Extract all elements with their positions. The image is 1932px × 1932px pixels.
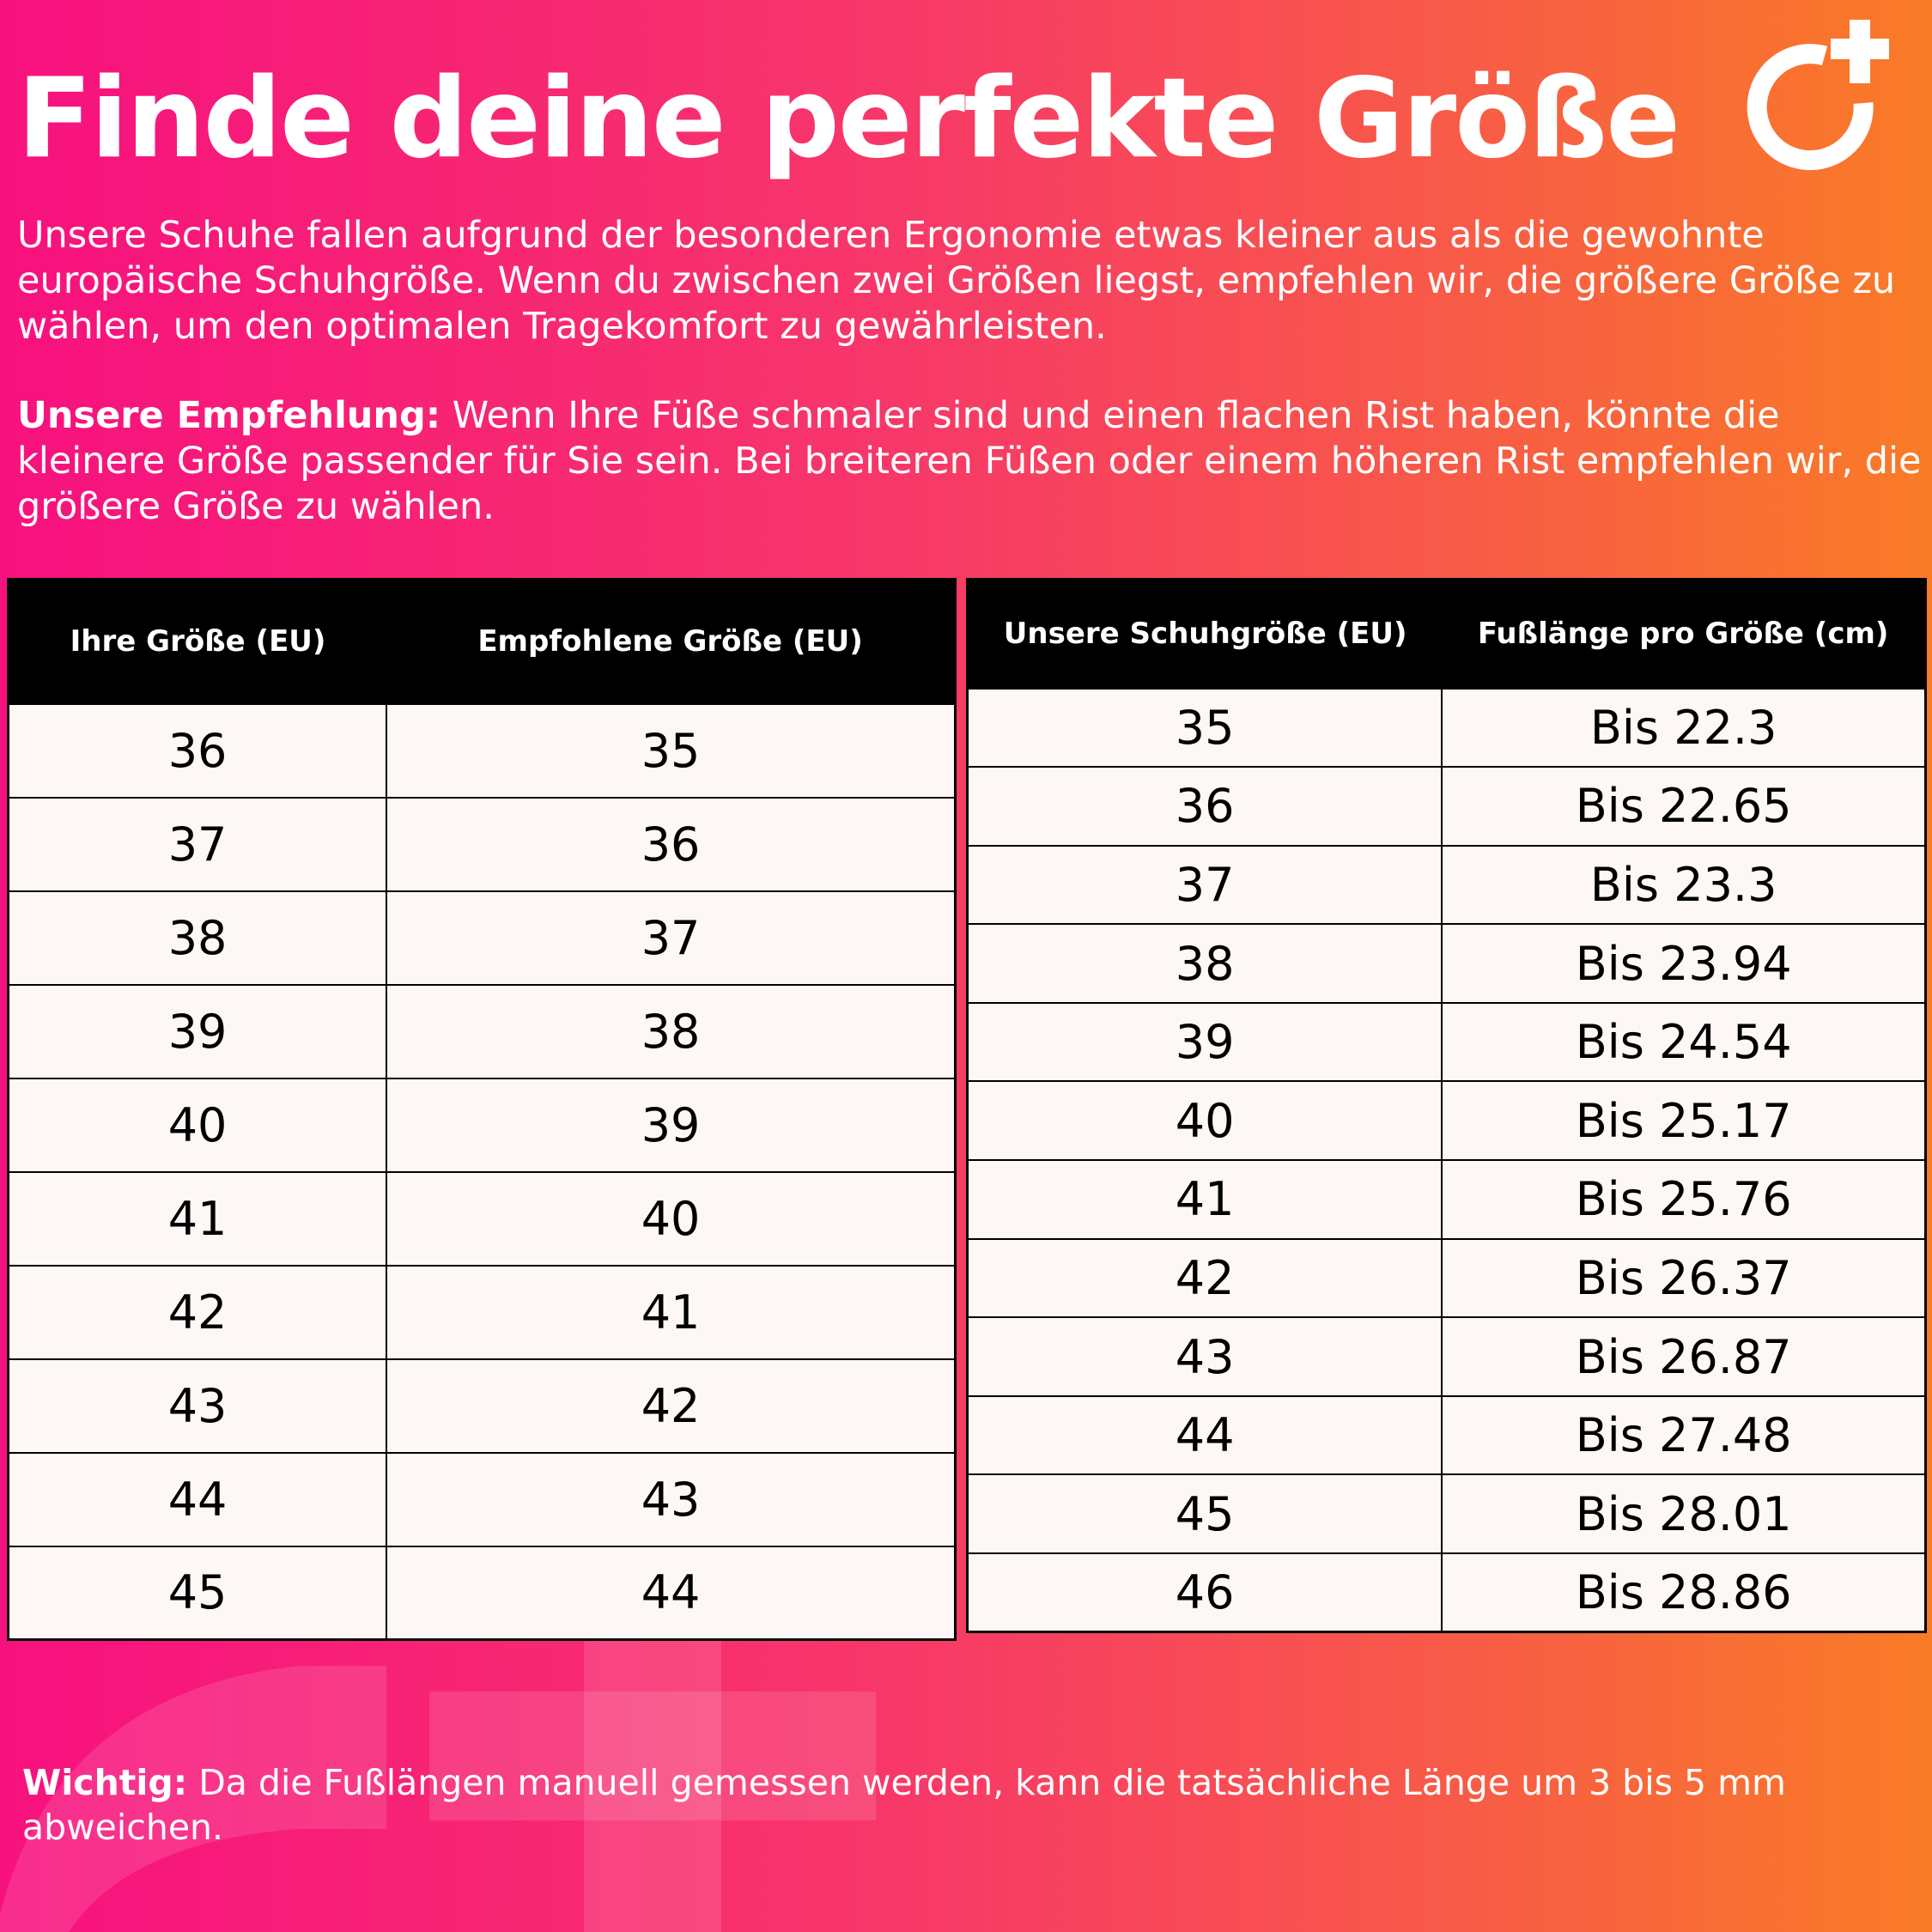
table-row: 39 Bis 24.54	[966, 1001, 1927, 1083]
table-cell: 44	[7, 1451, 388, 1547]
table-cell: 46	[966, 1552, 1443, 1633]
table-row: 45 44	[7, 1545, 957, 1641]
table-cell: 40	[386, 1170, 957, 1267]
table-cell: 45	[7, 1545, 388, 1641]
table-cell: 38	[386, 983, 957, 1079]
table-cell: 44	[966, 1394, 1443, 1476]
table-cell: Bis 23.3	[1441, 844, 1927, 926]
table-row: 44 43	[7, 1451, 957, 1547]
recommendation-text: Unsere Empfehlung: Wenn Ihre Füße schmal…	[17, 393, 1923, 530]
table-cell: 40	[7, 1077, 388, 1173]
table-cell: 43	[966, 1316, 1443, 1397]
table-row: 36 35	[7, 702, 957, 799]
table-row: 36 Bis 22.65	[966, 766, 1927, 847]
note-body: Da die Fußlängen manuell gemessen werden…	[22, 1762, 1786, 1848]
table-cell: Bis 27.48	[1441, 1394, 1927, 1476]
intro-text: Unsere Schuhe fallen aufgrund der besond…	[17, 214, 1896, 348]
note-label: Wichtig:	[22, 1762, 188, 1803]
table-row: 43 Bis 26.87	[966, 1316, 1927, 1397]
table-row: 42 41	[7, 1264, 957, 1360]
table-cell: 35	[966, 687, 1443, 769]
table-cell: 37	[7, 796, 388, 892]
table-cell: Bis 23.94	[1441, 923, 1927, 1004]
table-cell: 39	[386, 1077, 957, 1173]
table-row: 42 Bis 26.37	[966, 1237, 1927, 1319]
table-cell: 43	[7, 1358, 388, 1454]
table-cell: Bis 28.86	[1441, 1552, 1927, 1633]
table-cell: 41	[7, 1170, 388, 1267]
column-header: Ihre Größe (EU)	[8, 579, 387, 704]
table-row: 40 39	[7, 1077, 957, 1173]
table-cell: 40	[966, 1080, 1443, 1162]
table-row: 41 40	[7, 1170, 957, 1267]
table-row: 38 Bis 23.94	[966, 923, 1927, 1004]
table-cell: Bis 22.3	[1441, 687, 1927, 769]
table-cell: 42	[966, 1237, 1443, 1319]
table-cell: Bis 26.37	[1441, 1237, 1927, 1319]
table-row: 45 Bis 28.01	[966, 1473, 1927, 1555]
important-note: Wichtig: Da die Fußlängen manuell gemess…	[22, 1760, 1929, 1850]
table-cell: 41	[386, 1264, 957, 1360]
column-header: Unsere Schuhgröße (EU)	[967, 579, 1443, 689]
table-cell: 39	[966, 1001, 1443, 1083]
table-cell: 42	[7, 1264, 388, 1360]
table-cell: Bis 26.87	[1441, 1316, 1927, 1397]
foot-length-table: Unsere Schuhgröße (EU) Fußlänge pro Größe…	[966, 578, 1927, 1634]
table-row: 41 Bis 25.76	[966, 1159, 1927, 1240]
table-cell: 44	[386, 1545, 957, 1641]
table-row: 43 42	[7, 1358, 957, 1454]
table-cell: 45	[966, 1473, 1443, 1555]
recommendation-body: Wenn Ihre Füße schmaler sind und einen f…	[17, 394, 1922, 528]
table-cell: 36	[386, 796, 957, 892]
table-cell: 36	[966, 766, 1443, 847]
table-cell: 42	[386, 1358, 957, 1454]
table-row: 37 36	[7, 796, 957, 892]
table-cell: 37	[386, 890, 957, 986]
page-title: Finde deine perfekte Größe	[17, 55, 1680, 183]
table-row: 38 37	[7, 890, 957, 986]
recommendation-label: Unsere Empfehlung:	[17, 394, 441, 437]
table-row: 40 Bis 25.17	[966, 1080, 1927, 1162]
column-header: Fußlänge pro Größe (cm)	[1442, 579, 1926, 689]
size-conversion-table: Ihre Größe (EU) Empfohlene Größe (EU) 36 35…	[7, 578, 957, 1641]
table-cell: 38	[966, 923, 1443, 1004]
table-cell: Bis 25.17	[1441, 1080, 1927, 1162]
table-row: 37 Bis 23.3	[966, 844, 1927, 926]
table-cell: 37	[966, 844, 1443, 926]
table-cell: Bis 24.54	[1441, 1001, 1927, 1083]
table-row: 39 38	[7, 983, 957, 1079]
table-cell: Bis 22.65	[1441, 766, 1927, 847]
circle-plus-logo-icon	[1747, 20, 1889, 171]
table-cell: 38	[7, 890, 388, 986]
column-header: Empfohlene Größe (EU)	[386, 579, 956, 704]
table-cell: 41	[966, 1159, 1443, 1240]
table-row: 46 Bis 28.86	[966, 1552, 1927, 1633]
table-cell: 36	[7, 702, 388, 799]
table-cell: Bis 25.76	[1441, 1159, 1927, 1240]
table-cell: 43	[386, 1451, 957, 1547]
table-row: 44 Bis 27.48	[966, 1394, 1927, 1476]
table-cell: 35	[386, 702, 957, 799]
table-cell: 39	[7, 983, 388, 1079]
table-row: 35 Bis 22.3	[966, 687, 1927, 769]
table-cell: Bis 28.01	[1441, 1473, 1927, 1555]
